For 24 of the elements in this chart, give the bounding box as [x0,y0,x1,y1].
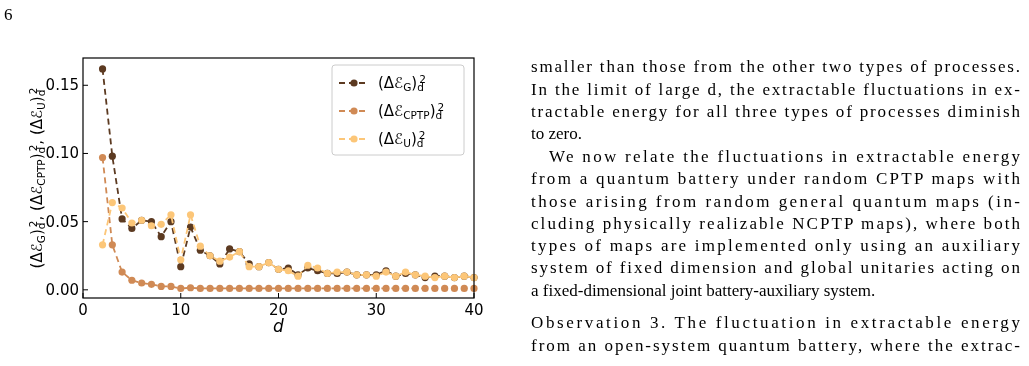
x-tick-label: 0 [78,301,88,319]
text: to zero. [531,124,582,143]
text: Observation 3. The fluctuation in extractable energy [531,313,1021,332]
text: cluding physically realizable NCPTP maps), where both [531,214,1021,233]
x-tick-label: 30 [366,301,386,319]
y-tick-label: 0.05 [45,212,79,231]
y-tick-label: 0.10 [45,144,79,163]
text: 6 [4,5,13,24]
text: a fixed-dimensional joint battery-auxiliary system. [531,281,876,300]
x-axis-title: d [273,316,285,336]
text: system of fixed dimension and global unitaries acting on [531,258,1021,277]
text: In the limit of large d, the extractable fluctuations in ex- [531,80,1021,99]
text: tractable energy for all three types of processes diminish [531,102,1021,121]
x-tick-label: 40 [464,301,484,319]
text: types of maps are implemented only using an auxiliary [531,236,1021,255]
y-tick-label: 0.00 [45,280,79,299]
text: those arising from random general quantum maps (in- [531,192,1021,211]
x-tick-label: 10 [171,301,191,319]
y-tick-label: 0.15 [45,76,79,95]
text: from a quantum battery under random CPTP maps with [531,169,1021,188]
text: We now relate the fluctuations in extractable energy [549,147,1021,166]
text: smaller than those from the other two types of processes. [531,57,1020,76]
x-tick-label: 20 [268,301,289,319]
text: from an open-system quantum battery, where the extrac- [531,336,1021,355]
